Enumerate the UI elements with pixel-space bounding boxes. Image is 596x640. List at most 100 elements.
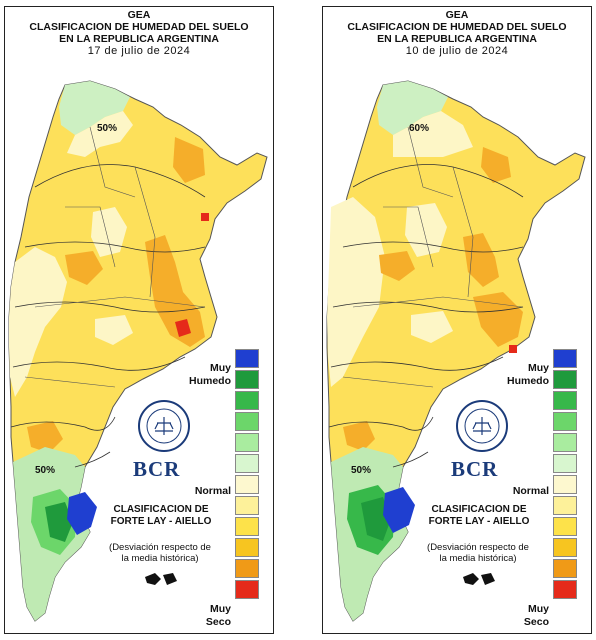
zone-cream-center — [91, 207, 127, 257]
legend-label-muy-seco: Muy Seco — [493, 603, 549, 629]
argentina-map-left — [8, 80, 268, 622]
legend-swatch-3 — [235, 412, 259, 431]
legend-label-seco: Seco — [523, 616, 549, 628]
zone-orange-south — [343, 421, 375, 451]
isolines — [328, 164, 524, 468]
classification-subtitle: (Desviación respecto de la media históri… — [97, 542, 223, 564]
malvinas-islands — [145, 573, 177, 585]
map-panel-right: GEA CLASIFICACION DE HUMEDAD DEL SUELO E… — [322, 6, 592, 634]
legend-swatch-1 — [235, 370, 259, 389]
zone-cream-center — [405, 203, 447, 257]
classification-subtitle-line1: (Desviación respecto de — [109, 542, 211, 553]
zone-red-east — [175, 319, 191, 337]
legend-swatch-9 — [553, 538, 577, 557]
legend-label-humedo: Humedo — [189, 375, 231, 387]
zone-orange-south — [27, 421, 63, 453]
zone-orange-center — [145, 235, 205, 347]
legend-label-muy-bottom: Muy — [210, 603, 231, 615]
bcr-seal-icon — [456, 400, 508, 452]
legend-swatch-11 — [553, 580, 577, 599]
legend-swatch-6 — [553, 475, 577, 494]
zone-orange-west — [65, 251, 103, 285]
zone-cream-mid — [95, 315, 133, 345]
legend-scale-right — [553, 349, 577, 601]
zone-red-ne — [201, 213, 209, 221]
province-borders — [24, 126, 206, 388]
legend-scale-left — [235, 349, 259, 601]
zone-red-east — [509, 345, 517, 353]
pct-north-label: 60% — [409, 123, 430, 134]
isolines — [10, 164, 206, 468]
map-date: 17 de julio de 2024 — [87, 45, 191, 57]
legend-swatch-8 — [553, 517, 577, 536]
zone-cream-mid — [411, 311, 453, 343]
legend-swatch-6 — [235, 475, 259, 494]
zone-cream-nw — [393, 111, 473, 157]
zone-orange-north — [481, 147, 511, 183]
title-line1: GEA — [445, 9, 469, 21]
title-line3: EN LA REPUBLICA ARGENTINA — [59, 33, 219, 45]
legend-swatch-0 — [235, 349, 259, 368]
zone-blue-south — [383, 487, 415, 533]
legend-swatch-7 — [235, 496, 259, 515]
classification-title-line2: FORTE LAY - AIELLO — [110, 516, 212, 527]
classification-title-line1: CLASIFICACION DE — [113, 504, 209, 515]
zone-darkgreen-south — [45, 502, 73, 542]
title-line2: CLASIFICACION DE HUMEDAD DEL SUELO — [29, 21, 249, 33]
legend-swatch-0 — [553, 349, 577, 368]
malvinas-islands — [463, 573, 495, 585]
legend-label-muy-humedo: Muy Humedo — [493, 362, 549, 388]
title-line1: GEA — [127, 9, 151, 21]
legend-swatch-11 — [235, 580, 259, 599]
classification-title-line2: FORTE LAY - AIELLO — [428, 516, 530, 527]
bcr-logo-text: BCR — [451, 457, 499, 481]
legend-swatch-4 — [553, 433, 577, 452]
legend-label-seco: Seco — [205, 616, 231, 628]
zone-orange-north — [173, 137, 205, 183]
legend-label-muy-seco: Muy Seco — [175, 603, 231, 629]
classification-title-line1: CLASIFICACION DE — [431, 504, 527, 515]
classification-subtitle-line2: la media histórica) — [439, 553, 517, 564]
legend-swatch-10 — [553, 559, 577, 578]
legend-swatch-2 — [235, 391, 259, 410]
province-borders — [342, 126, 524, 388]
legend-swatch-8 — [235, 517, 259, 536]
legend-swatch-10 — [235, 559, 259, 578]
zone-cream-west — [9, 247, 67, 397]
classification-title: CLASIFICACION DE FORTE LAY - AIELLO — [101, 504, 221, 528]
map-date: 10 de julio de 2024 — [405, 45, 509, 57]
legend-label-muy-top: Muy — [528, 362, 549, 374]
legend-label-muy-bottom: Muy — [528, 603, 549, 615]
zone-blue-south — [67, 492, 97, 535]
zone-orange-west — [379, 251, 415, 281]
map-header-right: GEA CLASIFICACION DE HUMEDAD DEL SUELO E… — [323, 9, 591, 57]
map-header-left: GEA CLASIFICACION DE HUMEDAD DEL SUELO E… — [5, 9, 273, 57]
legend-swatch-2 — [553, 391, 577, 410]
bcr-logo-text: BCR — [133, 457, 181, 481]
pct-south-label: 50% — [35, 465, 56, 476]
legend-swatch-5 — [553, 454, 577, 473]
legend-label-normal: Normal — [194, 485, 231, 497]
zone-darkgreen-south — [361, 497, 391, 541]
zone-cream-nw — [67, 111, 133, 157]
legend-label-muy-top: Muy — [210, 362, 231, 374]
legend-swatch-3 — [553, 412, 577, 431]
legend-swatch-9 — [235, 538, 259, 557]
zone-green-nw — [59, 81, 130, 135]
zone-green-nw — [377, 81, 448, 135]
map-panel-left: GEA CLASIFICACION DE HUMEDAD DEL SUELO E… — [4, 6, 274, 634]
classification-subtitle: (Desviación respecto de la media históri… — [415, 542, 541, 564]
legend-label-muy-humedo: Muy Humedo — [175, 362, 231, 388]
pct-south-label: 50% — [351, 465, 372, 476]
legend-label-normal: Normal — [512, 485, 549, 497]
legend-swatch-7 — [553, 496, 577, 515]
zone-cream-west — [327, 197, 385, 387]
pct-north-label: 50% — [97, 123, 118, 134]
bcr-seal-icon — [138, 400, 190, 452]
legend-swatch-5 — [235, 454, 259, 473]
classification-title: CLASIFICACION DE FORTE LAY - AIELLO — [419, 504, 539, 528]
classification-subtitle-line1: (Desviación respecto de — [427, 542, 529, 553]
title-line2: CLASIFICACION DE HUMEDAD DEL SUELO — [347, 21, 567, 33]
legend-swatch-4 — [235, 433, 259, 452]
classification-subtitle-line2: la media histórica) — [121, 553, 199, 564]
